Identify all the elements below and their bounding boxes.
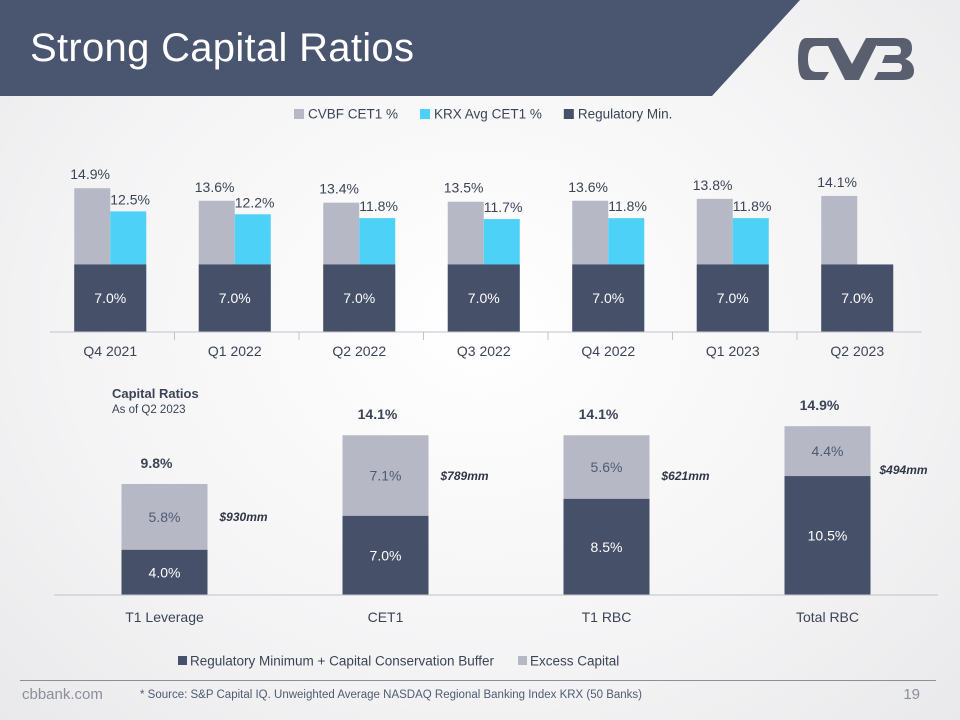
x-tick-label-2: Q2 2022: [332, 343, 386, 359]
category-label-0: T1 Leverage: [125, 609, 204, 625]
cvbf-label-2: 13.4%: [319, 181, 359, 197]
title-banner: [0, 0, 800, 96]
legend2-label-1: Excess Capital: [530, 654, 619, 669]
krx-label-2: 11.8%: [359, 198, 398, 214]
min-buffer-label-2: 8.5%: [591, 539, 623, 555]
min-buffer-bar-3: [784, 476, 871, 595]
excess-capital-bar-1: [342, 435, 429, 516]
krx-label-1: 12.2%: [235, 194, 275, 210]
capital-ratios-title: Capital Ratios: [112, 386, 199, 401]
legend-swatch-0: [294, 109, 304, 119]
cvb-logo: [798, 38, 914, 80]
dollar-annotation-3: $494mm: [879, 463, 928, 477]
regulatory-bar-2: [323, 264, 396, 332]
regulatory-bar-1: [198, 264, 271, 332]
x-tick-label-4: Q4 2022: [581, 343, 635, 359]
regulatory-bar-3: [447, 264, 520, 332]
cvbf-label-5: 13.8%: [693, 177, 733, 193]
excess-capital-label-2: 5.6%: [591, 459, 623, 475]
category-label-1: CET1: [368, 609, 404, 625]
legend2-swatch-0: [178, 656, 187, 665]
min-buffer-bar-1: [342, 515, 429, 595]
capital-ratios-chart: Capital Ratios As of Q2 2023 4.0% 5.8% 9.8% $…: [54, 386, 938, 669]
cvbf-label-3: 13.5%: [444, 180, 484, 196]
min-buffer-label-1: 7.0%: [370, 547, 402, 563]
regulatory-bar-6: [821, 264, 894, 332]
krx-label-3: 11.7%: [484, 199, 523, 215]
category-label-2: T1 RBC: [582, 609, 632, 625]
regulatory-label-4: 7.0%: [592, 290, 624, 306]
dollar-annotation-2: $621mm: [661, 469, 710, 483]
min-buffer-bar-2: [563, 498, 650, 595]
excess-capital-bar-2: [563, 435, 650, 499]
regulatory-bar-4: [572, 264, 645, 332]
x-tick-label-1: Q1 2022: [208, 343, 262, 359]
regulatory-label-6: 7.0%: [841, 290, 873, 306]
min-buffer-bar-0: [121, 549, 208, 595]
krx-label-0: 12.5%: [110, 191, 150, 207]
min-buffer-label-0: 4.0%: [149, 564, 181, 580]
total-label-0: 9.8%: [141, 455, 173, 471]
cvbf-label-6: 14.1%: [817, 174, 857, 190]
cvbf-label-4: 13.6%: [568, 179, 608, 195]
regulatory-label-1: 7.0%: [219, 290, 251, 306]
capital-ratios-subtitle: As of Q2 2023: [112, 404, 186, 416]
cvbf-label-1: 13.6%: [195, 179, 235, 195]
page-number: 19: [903, 686, 920, 703]
dollar-annotation-1: $789mm: [440, 469, 489, 483]
legend-label-2: Regulatory Min.: [578, 107, 673, 122]
quarterly-cet1-chart: CVBF CET1 % KRX Avg CET1 % Regulatory Min.…: [50, 107, 922, 359]
legend2-swatch-1: [518, 656, 528, 665]
excess-capital-bar-0: [121, 483, 208, 550]
x-tick-label-3: Q3 2022: [457, 343, 511, 359]
footer-divider: [20, 680, 936, 681]
legend-label-0: CVBF CET1 %: [308, 107, 398, 122]
legend-swatch-2: [563, 109, 574, 119]
excess-capital-label-1: 7.1%: [370, 467, 402, 483]
regulatory-label-5: 7.0%: [717, 290, 749, 306]
page-title: Strong Capital Ratios: [30, 26, 415, 70]
x-tick-label-5: Q1 2023: [706, 343, 760, 359]
regulatory-bar-0: [74, 264, 147, 332]
regulatory-label-2: 7.0%: [343, 290, 375, 306]
total-label-2: 14.1%: [579, 406, 619, 422]
x-tick-label-6: Q2 2023: [830, 343, 884, 359]
krx-label-5: 11.8%: [733, 198, 772, 214]
total-label-1: 14.1%: [358, 406, 398, 422]
source-footnote: * Source: S&P Capital IQ. Unweighted Ave…: [140, 689, 643, 701]
footer-site-link[interactable]: cbbank.com: [22, 686, 103, 703]
regulatory-label-0: 7.0%: [94, 290, 126, 306]
min-buffer-label-3: 10.5%: [808, 528, 848, 544]
category-label-3: Total RBC: [796, 609, 859, 625]
regulatory-bar-5: [696, 264, 769, 332]
legend-swatch-1: [420, 109, 431, 119]
excess-capital-label-3: 4.4%: [812, 443, 844, 459]
legend2-label-0: Regulatory Minimum + Capital Conservatio…: [190, 654, 495, 669]
cvbf-label-0: 14.9%: [70, 166, 110, 182]
regulatory-label-3: 7.0%: [468, 290, 500, 306]
excess-capital-label-0: 5.8%: [149, 509, 181, 525]
excess-capital-bar-3: [784, 426, 871, 477]
dollar-annotation-0: $930mm: [219, 510, 268, 524]
krx-label-4: 11.8%: [608, 198, 647, 214]
legend-label-1: KRX Avg CET1 %: [434, 107, 542, 122]
total-label-3: 14.9%: [800, 397, 840, 413]
x-tick-label-0: Q4 2021: [83, 343, 137, 359]
